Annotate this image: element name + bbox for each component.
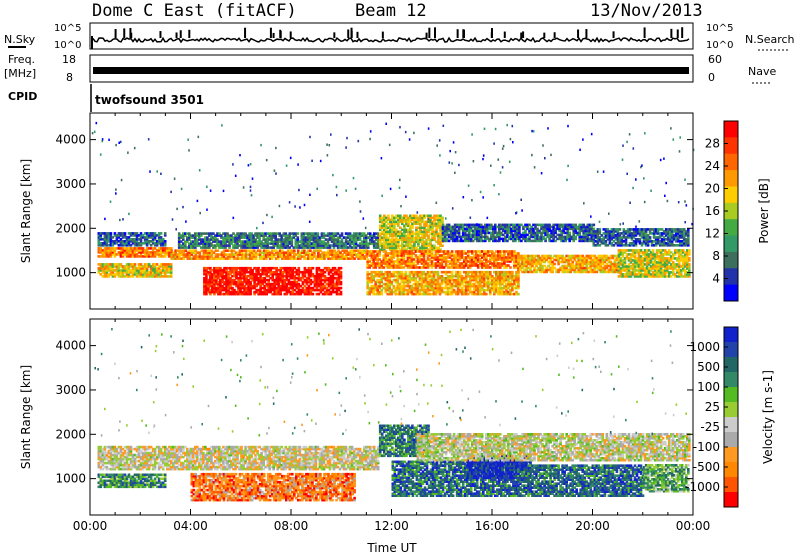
heatmap-cell: [340, 287, 343, 290]
heatmap-cell: [387, 215, 390, 218]
heatmap-cell: [298, 267, 301, 270]
nave-label: Nave: [748, 65, 776, 78]
nsky-bottom-tick: 10^0: [54, 40, 81, 51]
nave-top-tick: 60: [708, 53, 722, 66]
date-title: 13/Nov/2013: [590, 1, 703, 21]
nsearch-top-tick: 10^5: [706, 23, 733, 34]
nsky-series: [93, 38, 689, 42]
power-heatmap: [92, 122, 695, 296]
nsearch-bottom-tick: 10^0: [706, 40, 733, 51]
heatmap-cell: [340, 291, 343, 294]
heatmap-cell: [431, 250, 434, 253]
nsearch-label: N.Search: [745, 33, 795, 46]
heatmap-cell: [593, 224, 596, 227]
heatmap-cell: [485, 293, 488, 296]
heatmap-cell: [568, 232, 571, 235]
heatmap-cell: [441, 245, 444, 248]
heatmap-cell: [441, 217, 444, 220]
cpid-label: CPID: [8, 90, 37, 103]
station-title: Dome C East (fitACF): [92, 1, 297, 21]
freq-series: [93, 67, 689, 74]
heatmap-cell: [340, 271, 343, 274]
heatmap-cell: [340, 267, 343, 270]
heatmap-cell: [405, 271, 408, 274]
heatmap-cell: [297, 236, 300, 239]
nsky-legend-mark: [8, 46, 26, 48]
heatmap-cell: [451, 250, 454, 253]
freq-bottom-tick: 8: [66, 71, 73, 84]
heatmap-cell: [459, 271, 462, 274]
freq-label-1: Freq.: [8, 53, 35, 66]
heatmap-cell: [312, 267, 315, 270]
heatmap-cell: [378, 250, 381, 253]
heatmap-cell: [297, 232, 300, 235]
heatmap-cell: [160, 232, 163, 235]
nsky-spikes: [92, 27, 682, 49]
heatmap-cell: [509, 266, 512, 269]
nsky-top-tick: 10^5: [54, 23, 81, 34]
heatmap-cell: [170, 263, 173, 266]
heatmap-cell: [437, 271, 440, 274]
heatmap-cell: [293, 249, 296, 252]
heatmap-cell: [312, 293, 315, 296]
heatmap-cell: [340, 281, 343, 284]
heatmap-cell: [134, 263, 137, 266]
heatmap-cell: [553, 263, 556, 266]
heatmap-cell: [517, 293, 520, 296]
heatmap-cell: [110, 232, 113, 235]
freq-top-tick: 18: [62, 53, 76, 66]
heatmap-cell: [170, 247, 173, 250]
heatmap-cell: [517, 252, 520, 255]
nsky-label: N.Sky: [4, 33, 36, 46]
cpid-value: twofsound 3501: [95, 93, 204, 107]
heatmap-cell: [451, 271, 454, 274]
heatmap-cell: [164, 232, 167, 235]
heatmap-cell: [511, 271, 514, 274]
heatmap-cell: [124, 232, 127, 235]
heatmap-cell: [164, 240, 167, 243]
heatmap-cell: [593, 228, 596, 231]
heatmap-cell: [489, 271, 492, 274]
beam-title: Beam 12: [355, 1, 427, 21]
freq-label-2: [MHz]: [4, 67, 36, 80]
heatmap-cell: [341, 232, 344, 235]
heatmap-cell: [317, 232, 320, 235]
nave-bottom-tick: 0: [708, 71, 715, 84]
heatmap-cell: [217, 249, 220, 252]
